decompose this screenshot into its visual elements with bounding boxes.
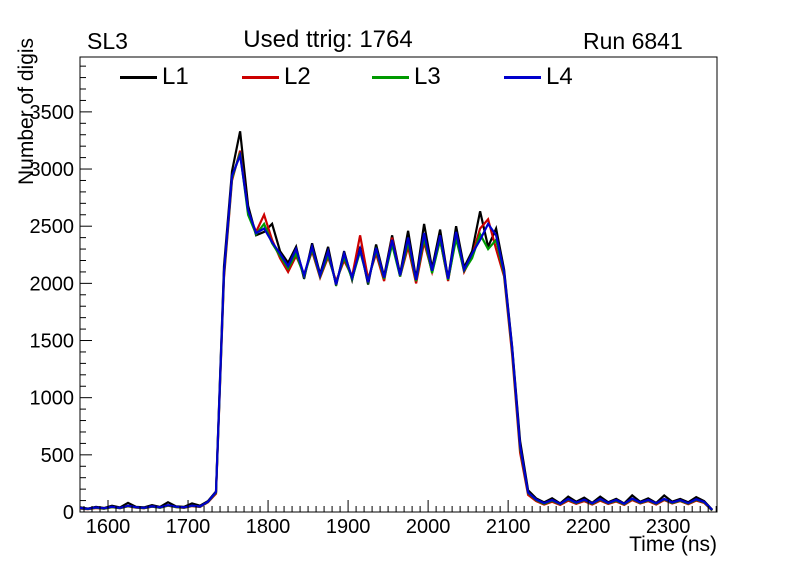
y-tick-label: 2500 (30, 216, 75, 238)
legend-item-l1: L1 (120, 63, 189, 91)
plot-frame (79, 56, 718, 513)
curve-l4 (79, 151, 713, 511)
frame-border (79, 56, 718, 513)
legend-label-l1: L1 (162, 63, 189, 90)
plot-title-run: Run 6841 (583, 28, 683, 54)
curve-l2 (79, 150, 713, 512)
plot-title-superlayer: SL3 (87, 28, 128, 54)
axis-ticks (80, 65, 717, 513)
y-tick-label: 0 (63, 502, 74, 524)
x-tick-label: 1600 (86, 516, 131, 538)
y-tick-label: 3000 (30, 159, 75, 181)
x-tick-label: 2200 (566, 516, 611, 538)
legend-item-l4: L4 (504, 63, 573, 91)
curve-l1 (79, 131, 714, 511)
x-tick-label: 2000 (406, 516, 451, 538)
y-tick-label: 3500 (30, 102, 75, 124)
curve-l3 (79, 152, 713, 512)
x-axis-title: Time (ns) (629, 533, 717, 556)
legend-label-l4: L4 (546, 63, 573, 90)
y-tick-label: 500 (41, 445, 74, 467)
y-tick-label: 2000 (30, 273, 75, 295)
x-tick-label: 2100 (486, 516, 531, 538)
legend-line-l1 (120, 75, 157, 79)
legend-item-l3: L3 (372, 63, 441, 91)
x-tick-label: 1700 (166, 516, 211, 538)
x-tick-label: 2300 (646, 516, 691, 538)
y-tick-label: 1000 (30, 388, 75, 410)
y-axis-title: Number of digis (15, 38, 38, 185)
curves (79, 131, 714, 512)
legend-line-l4 (504, 75, 541, 79)
legend-item-l2: L2 (242, 63, 311, 91)
plot-title-ttrig: Used ttrig: 1764 (243, 26, 413, 53)
legend-label-l2: L2 (284, 63, 311, 90)
y-tick-label: 1500 (30, 331, 75, 353)
legend-label-l3: L3 (414, 63, 441, 90)
legend-line-l3 (372, 75, 409, 79)
axis-tick-labels: 1600 1700 1800 1900 2000 2100 2200 2300 0 500 1000… (30, 102, 691, 538)
legend-line-l2 (242, 75, 279, 79)
x-tick-label: 1800 (246, 516, 291, 538)
x-tick-label: 1900 (326, 516, 371, 538)
